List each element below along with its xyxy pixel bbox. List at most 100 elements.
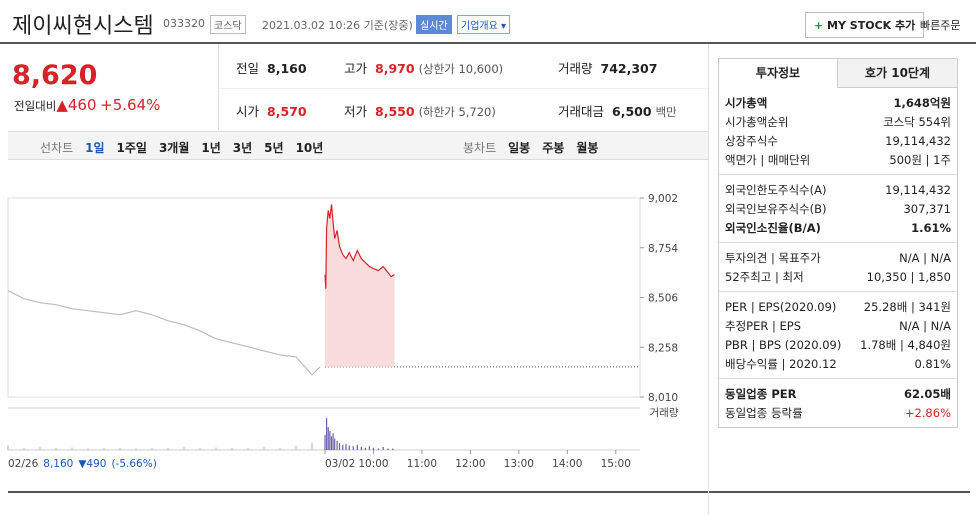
- info-row: PER | EPS(2020.09) 25.28배 | 341원: [725, 297, 951, 316]
- info-value: N/A | N/A: [899, 318, 951, 333]
- info-label: 외국인한도주식수(A): [725, 182, 827, 197]
- price: 8,620: [12, 60, 98, 91]
- quote-label: 거래량: [558, 61, 593, 76]
- candle-tab[interactable]: 주봉: [542, 141, 565, 155]
- quote-value: 8,970: [375, 61, 415, 76]
- info-row: 52주최고 | 최저 10,350 | 1,850: [725, 267, 951, 286]
- period-tab[interactable]: 1일: [85, 141, 105, 155]
- footer-rate: (-5.66%): [111, 458, 156, 470]
- side-tab[interactable]: 호가 10단계: [838, 58, 958, 88]
- period-tab[interactable]: 1주일: [116, 141, 147, 155]
- info-value: 500원 | 1주: [889, 152, 951, 167]
- stock-code: 033320: [163, 17, 205, 30]
- quote-label: 거래대금: [558, 104, 605, 119]
- y-tick-label: 8,754: [648, 243, 678, 255]
- market-badge: 코스닥: [210, 15, 246, 34]
- x-tick-label: 12:00: [455, 458, 485, 470]
- info-row: PBR | BPS (2020.09) 1.78배 | 4,840원: [725, 335, 951, 354]
- info-row: 외국인보유주식수(B) 307,371: [725, 199, 951, 218]
- info-row: 시가총액순위 코스닥 554위: [725, 112, 951, 131]
- info-value: N/A | N/A: [899, 250, 951, 265]
- info-value: 19,114,432: [885, 182, 951, 197]
- info-label: 배당수익률 | 2020.12: [725, 356, 837, 371]
- info-row: 추정PER | EPS N/A | N/A: [725, 316, 951, 335]
- info-value: 307,371: [903, 201, 951, 216]
- period-tab[interactable]: 1년: [201, 141, 221, 155]
- header-rule: [0, 42, 976, 44]
- info-group: 동일업종 PER 62.05배 동일업종 등락률 +2.86%: [719, 379, 957, 427]
- quick-order[interactable]: 빠른주문: [920, 19, 961, 32]
- quote-note: (하한가 5,720): [418, 105, 496, 119]
- candle-tab[interactable]: 일봉: [508, 141, 531, 155]
- y-tick-label: 8,506: [648, 293, 678, 305]
- divider: [708, 44, 709, 515]
- candle-tab[interactable]: 월봉: [576, 141, 599, 155]
- volume-label: 거래량: [650, 407, 679, 419]
- tab-label: 선차트: [40, 141, 74, 155]
- quote-label: 고가: [344, 61, 368, 76]
- info-group: 외국인한도주식수(A) 19,114,432 외국인보유주식수(B) 307,371 외…: [719, 175, 957, 243]
- chart-footer: 02/26 8,160 ▼490 (-5.66%): [8, 458, 157, 470]
- realtime-badge[interactable]: 실시간: [416, 15, 452, 34]
- footer-price: 8,160: [43, 458, 73, 470]
- info-label: 상장주식수: [725, 133, 778, 148]
- tab-label: 봉차트: [463, 141, 497, 155]
- period-tab[interactable]: 10년: [295, 141, 324, 155]
- quote-note: 백만: [655, 105, 677, 119]
- timestamp: 2021.03.02 10:26 기준(장중): [262, 19, 413, 32]
- quote-item: 거래대금 6,500 백만: [558, 101, 677, 120]
- prev-day-line: [7, 290, 321, 376]
- period-tab[interactable]: 3개월: [158, 141, 190, 155]
- info-value: 코스닥 554위: [883, 114, 951, 129]
- info-row: 외국인소진율(B/A) 1.61%: [725, 218, 951, 237]
- mystock-text: MY STOCK 추가: [827, 19, 916, 32]
- overview-text: 기업개요: [461, 21, 498, 32]
- x-tick-label: 03/02: [325, 458, 355, 470]
- quote-item: 전일 8,160: [236, 58, 311, 77]
- overview-button[interactable]: 기업개요 ▾: [457, 15, 511, 34]
- info-label: 52주최고 | 최저: [725, 269, 804, 284]
- footer-date: 02/26: [8, 458, 39, 470]
- period-tab[interactable]: 3년: [232, 141, 253, 155]
- change-row: 전일대비▲460 +5.64%: [14, 96, 160, 114]
- quote-value: 8,160: [267, 61, 307, 76]
- candle-tabs: 봉차트 일봉 주봉 월봉: [463, 139, 610, 156]
- quote-note: (상한가 10,600): [418, 62, 504, 76]
- info-label: 추정PER | EPS: [725, 318, 802, 333]
- mystock-button[interactable]: + MY STOCK 추가: [805, 12, 925, 38]
- change-label: 전일대비: [14, 99, 57, 113]
- info-value: 1.61%: [911, 220, 951, 235]
- info-value: 62.05배: [904, 386, 951, 401]
- info-label: 외국인보유주식수(B): [725, 201, 827, 216]
- chart-tabs: [8, 131, 708, 160]
- quote-label: 저가: [344, 104, 368, 119]
- period-tab[interactable]: 5년: [264, 141, 284, 155]
- footer-rule: [8, 491, 970, 493]
- quote-item: 거래량 742,307: [558, 58, 661, 77]
- quote-item: 저가 8,550 (하한가 5,720): [344, 101, 496, 120]
- line-tabs: 선차트 1일 1주일 3개월 1년 3년 5년 10년: [40, 139, 335, 156]
- info-value: 1.78배 | 4,840원: [860, 337, 951, 352]
- today-line: [324, 204, 395, 289]
- info-value: 0.81%: [914, 356, 951, 371]
- info-label: PBR | BPS (2020.09): [725, 337, 842, 352]
- x-tick-label: 14:00: [552, 458, 582, 470]
- quote-value: 6,500: [612, 104, 652, 119]
- info-value: +2.86%: [904, 405, 951, 420]
- info-row: 상장주식수 19,114,432: [725, 131, 951, 150]
- plot-frame: [7, 197, 641, 398]
- info-label: 동일업종 PER: [725, 386, 797, 401]
- quote-item: 시가 8,570: [236, 101, 311, 120]
- info-label: 투자의견 | 목표주가: [725, 250, 821, 265]
- side-tab[interactable]: 투자정보: [718, 58, 838, 88]
- info-value: 10,350 | 1,850: [866, 269, 951, 284]
- info-row: 배당수익률 | 2020.12 0.81%: [725, 354, 951, 373]
- quote-value: 8,550: [375, 104, 415, 119]
- info-label: 시가총액: [725, 95, 768, 110]
- info-value: 1,648억원: [893, 95, 951, 110]
- quote-value: 8,570: [267, 104, 307, 119]
- info-row: 외국인한도주식수(A) 19,114,432: [725, 180, 951, 199]
- invest-info: 시가총액 1,648억원 시가총액순위 코스닥 554위 상장주식수 19,114,432…: [718, 88, 958, 428]
- info-group: 투자의견 | 목표주가 N/A | N/A 52주최고 | 최저 10,350 | 1…: [719, 243, 957, 292]
